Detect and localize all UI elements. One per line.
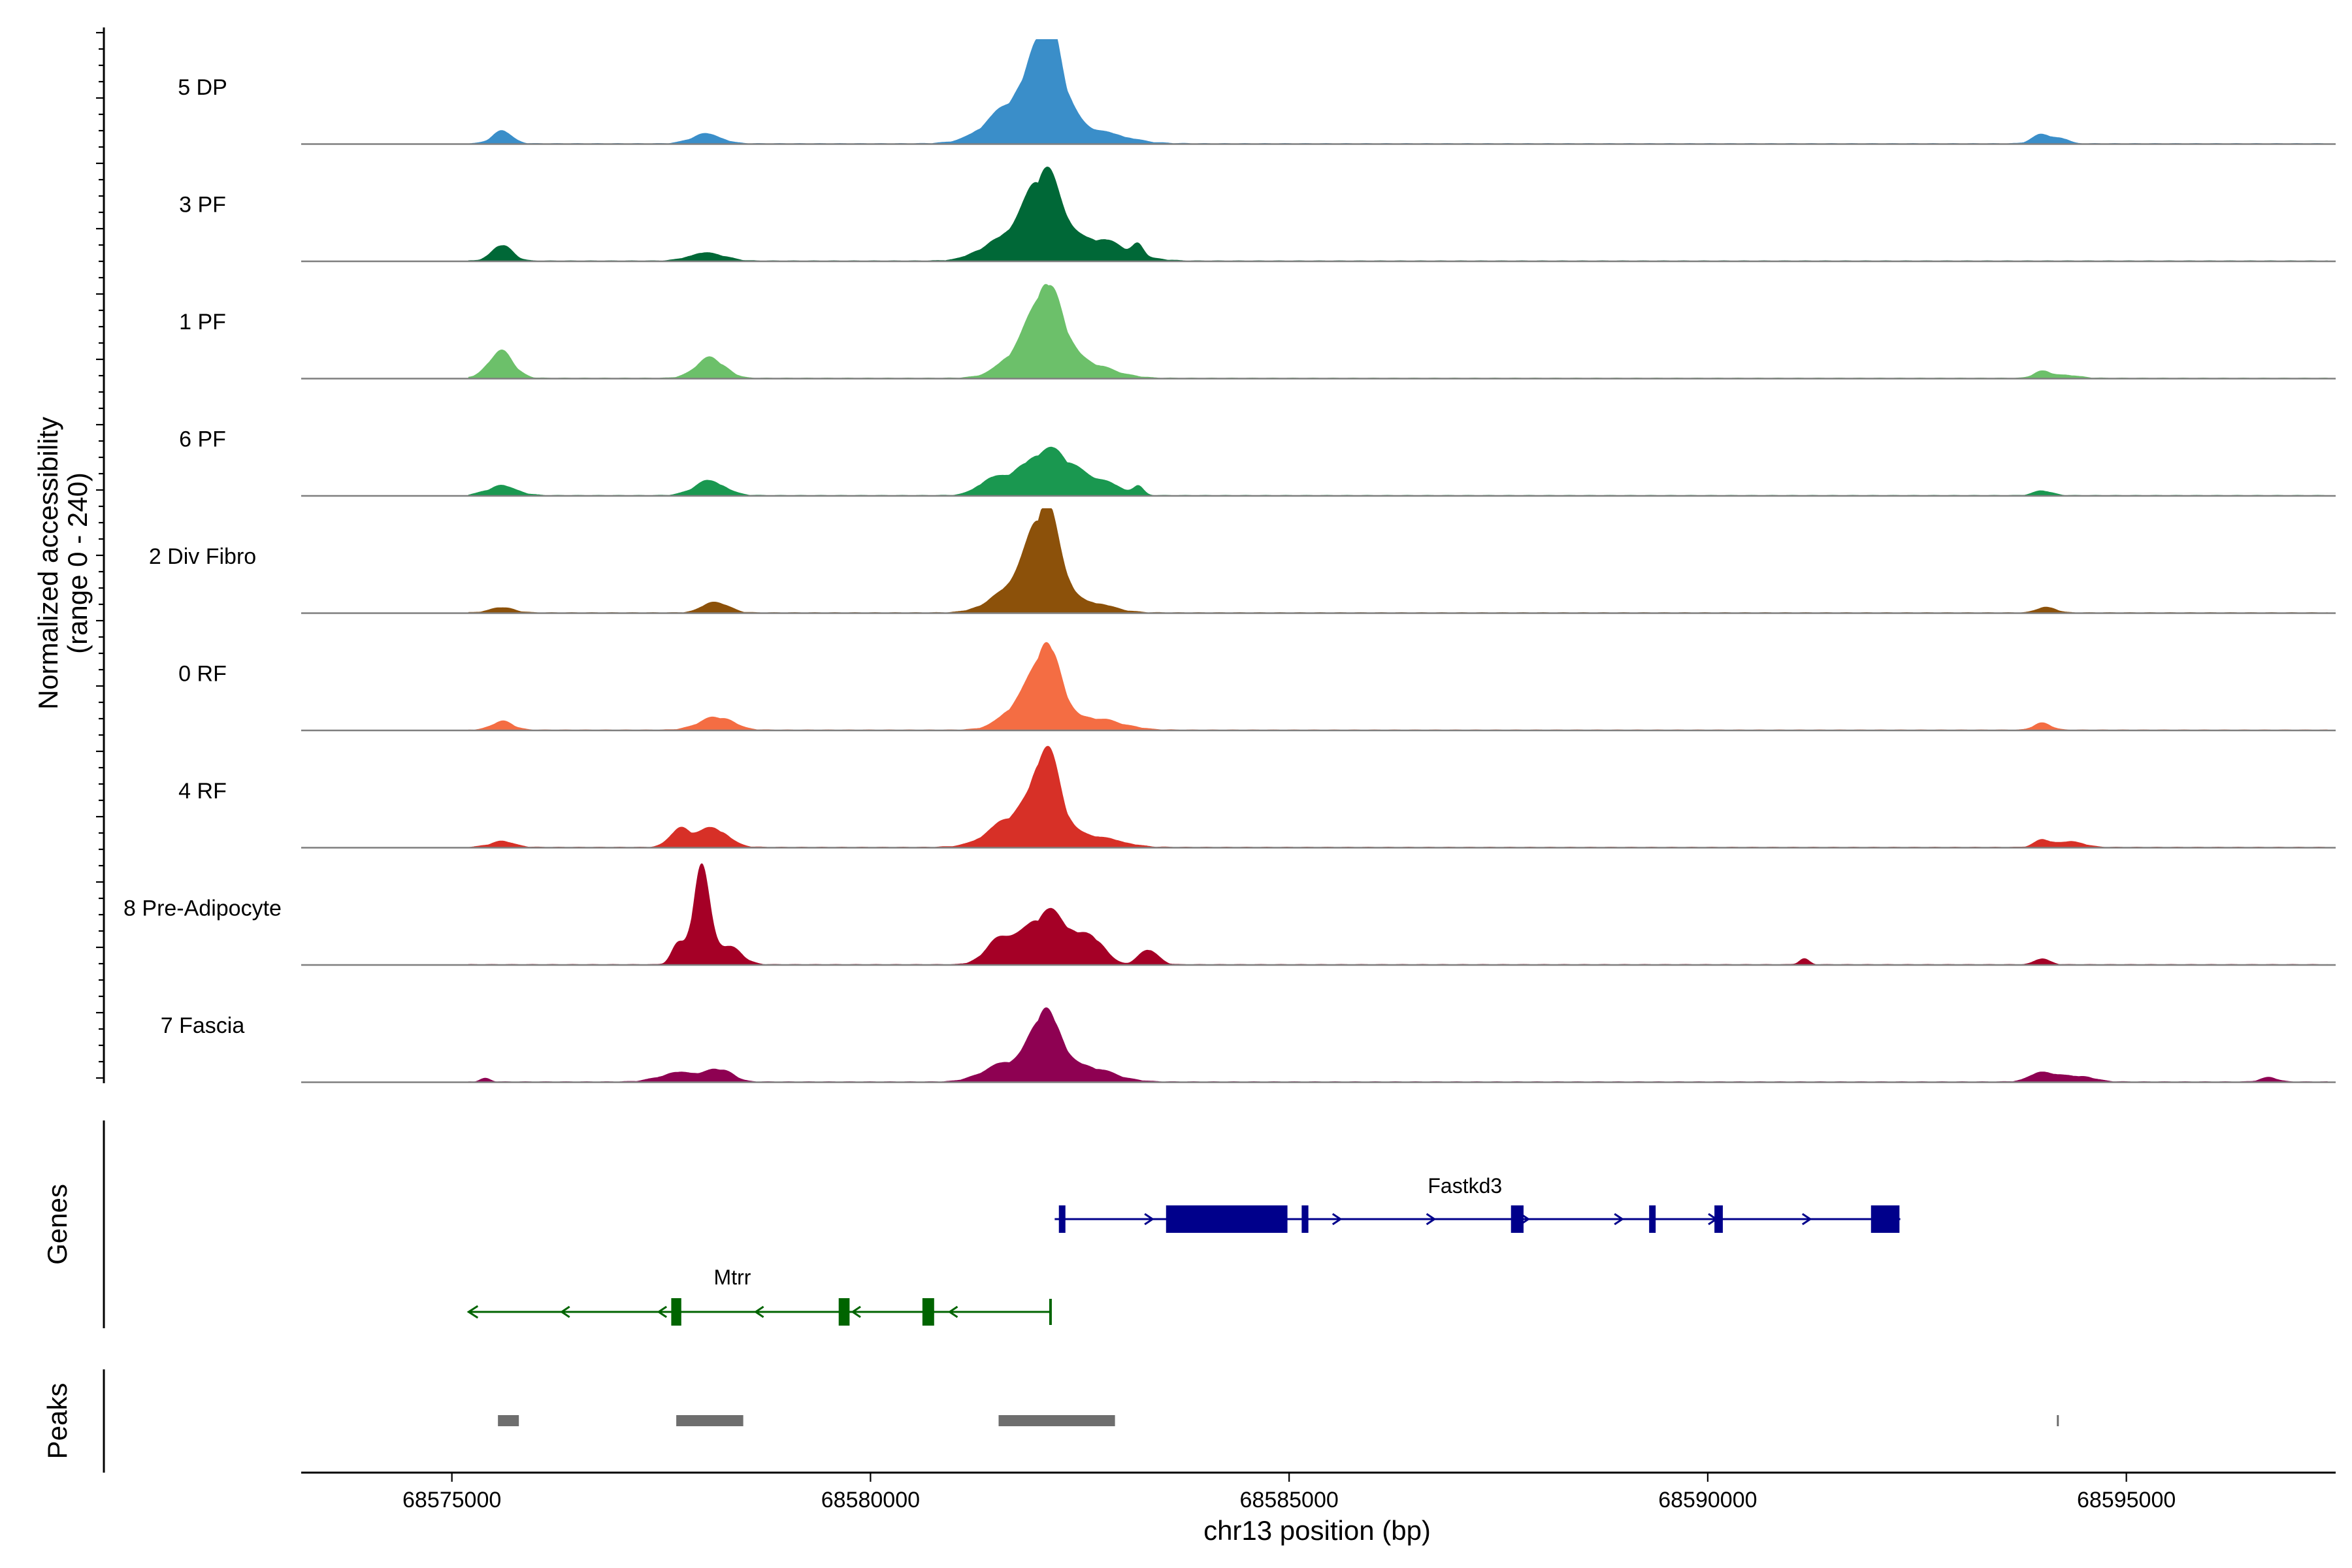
peak-regions xyxy=(498,1415,2059,1426)
exon xyxy=(1714,1205,1723,1233)
track-label: 0 RF xyxy=(178,662,227,687)
strand-chevron xyxy=(1614,1213,1624,1226)
strand-chevron xyxy=(1331,1213,1343,1226)
coverage-area-3-pf xyxy=(468,166,2328,262)
x-axis: 68575000 68580000 68585000 68590000 68595000… xyxy=(301,1471,2336,1546)
peak-region xyxy=(998,1415,1115,1426)
track-2-div-fibro: 2 Div Fibro xyxy=(149,508,2336,614)
exon xyxy=(838,1298,850,1326)
x-axis-ticks: 68575000 68580000 68585000 68590000 68595000 xyxy=(402,1473,2176,1512)
track-5-dp: 5 DP xyxy=(178,39,2336,145)
track-label: 5 DP xyxy=(178,75,227,100)
track-3-pf: 3 PF xyxy=(179,166,2336,263)
gene-label: Mtrr xyxy=(714,1266,751,1289)
y-axis-title: Normalized accessibility xyxy=(33,417,63,710)
genes-track-title: Genes xyxy=(42,1184,73,1265)
gene-label: Fastkd3 xyxy=(1428,1174,1502,1198)
track-label: 7 Fascia xyxy=(161,1013,245,1038)
x-tick-label: 68575000 xyxy=(402,1488,501,1512)
coverage-panel: Normalized accessibility (range 0 - 240)… xyxy=(33,27,2336,1083)
peak-region xyxy=(676,1415,743,1426)
gene-mtrr: Mtrr xyxy=(466,1266,1052,1326)
exon xyxy=(1301,1205,1309,1233)
strand-chevron xyxy=(851,1305,861,1318)
track-label: 8 Pre-Adipocyte xyxy=(123,896,282,921)
x-tick-label: 68585000 xyxy=(1240,1488,1339,1512)
strand-chevron xyxy=(1801,1213,1812,1226)
gene-end-arrow xyxy=(466,1305,479,1319)
peaks-panel: Peaks xyxy=(42,1369,2059,1473)
y-axis-title-range: (range 0 - 240) xyxy=(62,472,93,654)
coverage-y-axis-ticks xyxy=(96,31,104,1079)
x-tick-label: 68595000 xyxy=(2077,1488,2176,1512)
track-label: 1 PF xyxy=(179,310,226,335)
coverage-area-4-rf xyxy=(468,745,2328,849)
exon xyxy=(1166,1205,1288,1233)
exon xyxy=(1058,1205,1066,1233)
coverage-area-6-pf xyxy=(468,446,2328,497)
exon xyxy=(1649,1205,1656,1233)
x-tick-label: 68580000 xyxy=(821,1488,920,1512)
coverage-area-0-rf xyxy=(468,642,2328,731)
peak-region xyxy=(2057,1415,2059,1426)
peaks-track-title: Peaks xyxy=(42,1383,73,1460)
track-4-rf: 4 RF xyxy=(178,745,2336,849)
strand-chevron xyxy=(560,1305,570,1318)
x-axis-title: chr13 position (bp) xyxy=(1203,1515,1431,1546)
track-8-pre-adipocyte: 8 Pre-Adipocyte xyxy=(123,863,2336,966)
track-label: 4 RF xyxy=(178,779,227,804)
track-0-rf: 0 RF xyxy=(178,642,2336,732)
coverage-tracks: 5 DP 3 PF 1 PF 6 PF 2 Div Fibro 0 RF 4 RF 8 Pre… xyxy=(123,39,2336,1083)
strand-chevron xyxy=(657,1305,668,1318)
track-label: 6 PF xyxy=(179,427,226,452)
coverage-area-1-pf xyxy=(468,284,2328,380)
strand-chevron xyxy=(1144,1213,1154,1226)
track-7-fascia: 7 Fascia xyxy=(161,1007,2336,1083)
genes-panel: Genes Fastkd3 Mtrr xyxy=(42,1120,1901,1328)
track-label: 3 PF xyxy=(179,193,226,218)
strand-chevron xyxy=(1426,1213,1437,1226)
strand-chevron xyxy=(753,1305,764,1318)
exon xyxy=(671,1298,681,1326)
coverage-area-7-fascia xyxy=(468,1007,2328,1083)
track-label: 2 Div Fibro xyxy=(149,544,256,569)
coverage-area-2-div-fibro xyxy=(468,508,2328,614)
exon xyxy=(922,1298,934,1326)
gene-models: Fastkd3 Mtrr xyxy=(466,1174,1901,1326)
coverage-area-5-dp xyxy=(468,39,2328,145)
coverage-area-8-pre-adipocyte xyxy=(468,863,2328,966)
track-6-pf: 6 PF xyxy=(179,427,2336,497)
exon xyxy=(1870,1205,1900,1233)
strand-chevron xyxy=(947,1305,958,1318)
x-tick-label: 68590000 xyxy=(1658,1488,1757,1512)
track-1-pf: 1 PF xyxy=(179,284,2336,380)
gene-fastkd3: Fastkd3 xyxy=(1054,1174,1901,1233)
exon xyxy=(1511,1205,1524,1233)
peak-region xyxy=(498,1415,519,1426)
